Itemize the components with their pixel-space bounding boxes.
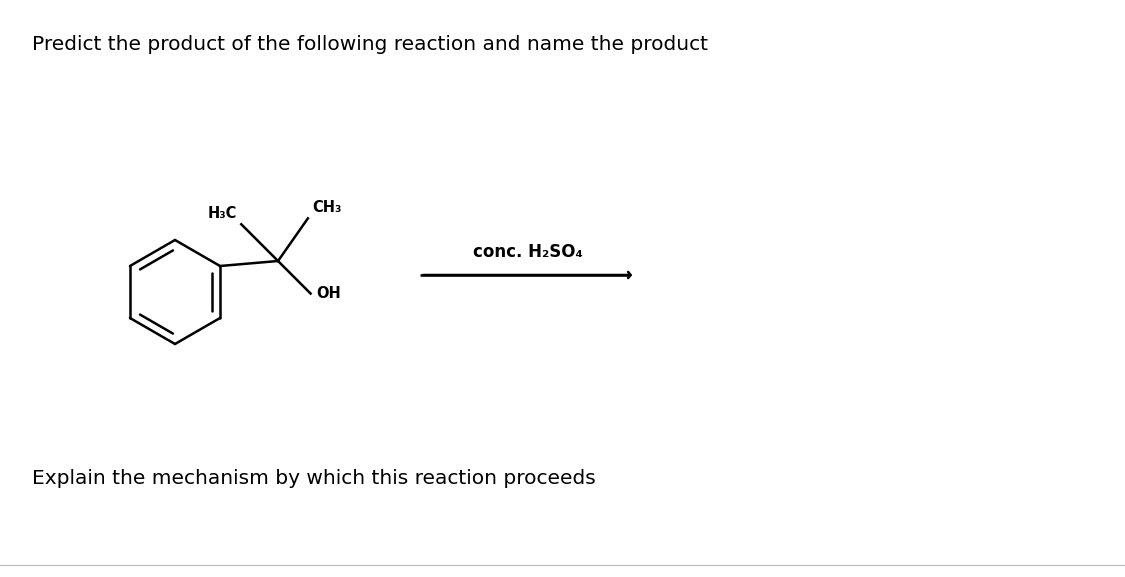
Text: Explain the mechanism by which this reaction proceeds: Explain the mechanism by which this reac…: [32, 469, 596, 488]
Text: CH₃: CH₃: [312, 200, 341, 215]
Text: H₃C: H₃C: [208, 206, 237, 221]
Text: Predict the product of the following reaction and name the product: Predict the product of the following rea…: [32, 35, 708, 54]
Text: OH: OH: [316, 286, 341, 301]
Text: conc. H₂SO₄: conc. H₂SO₄: [472, 243, 583, 261]
